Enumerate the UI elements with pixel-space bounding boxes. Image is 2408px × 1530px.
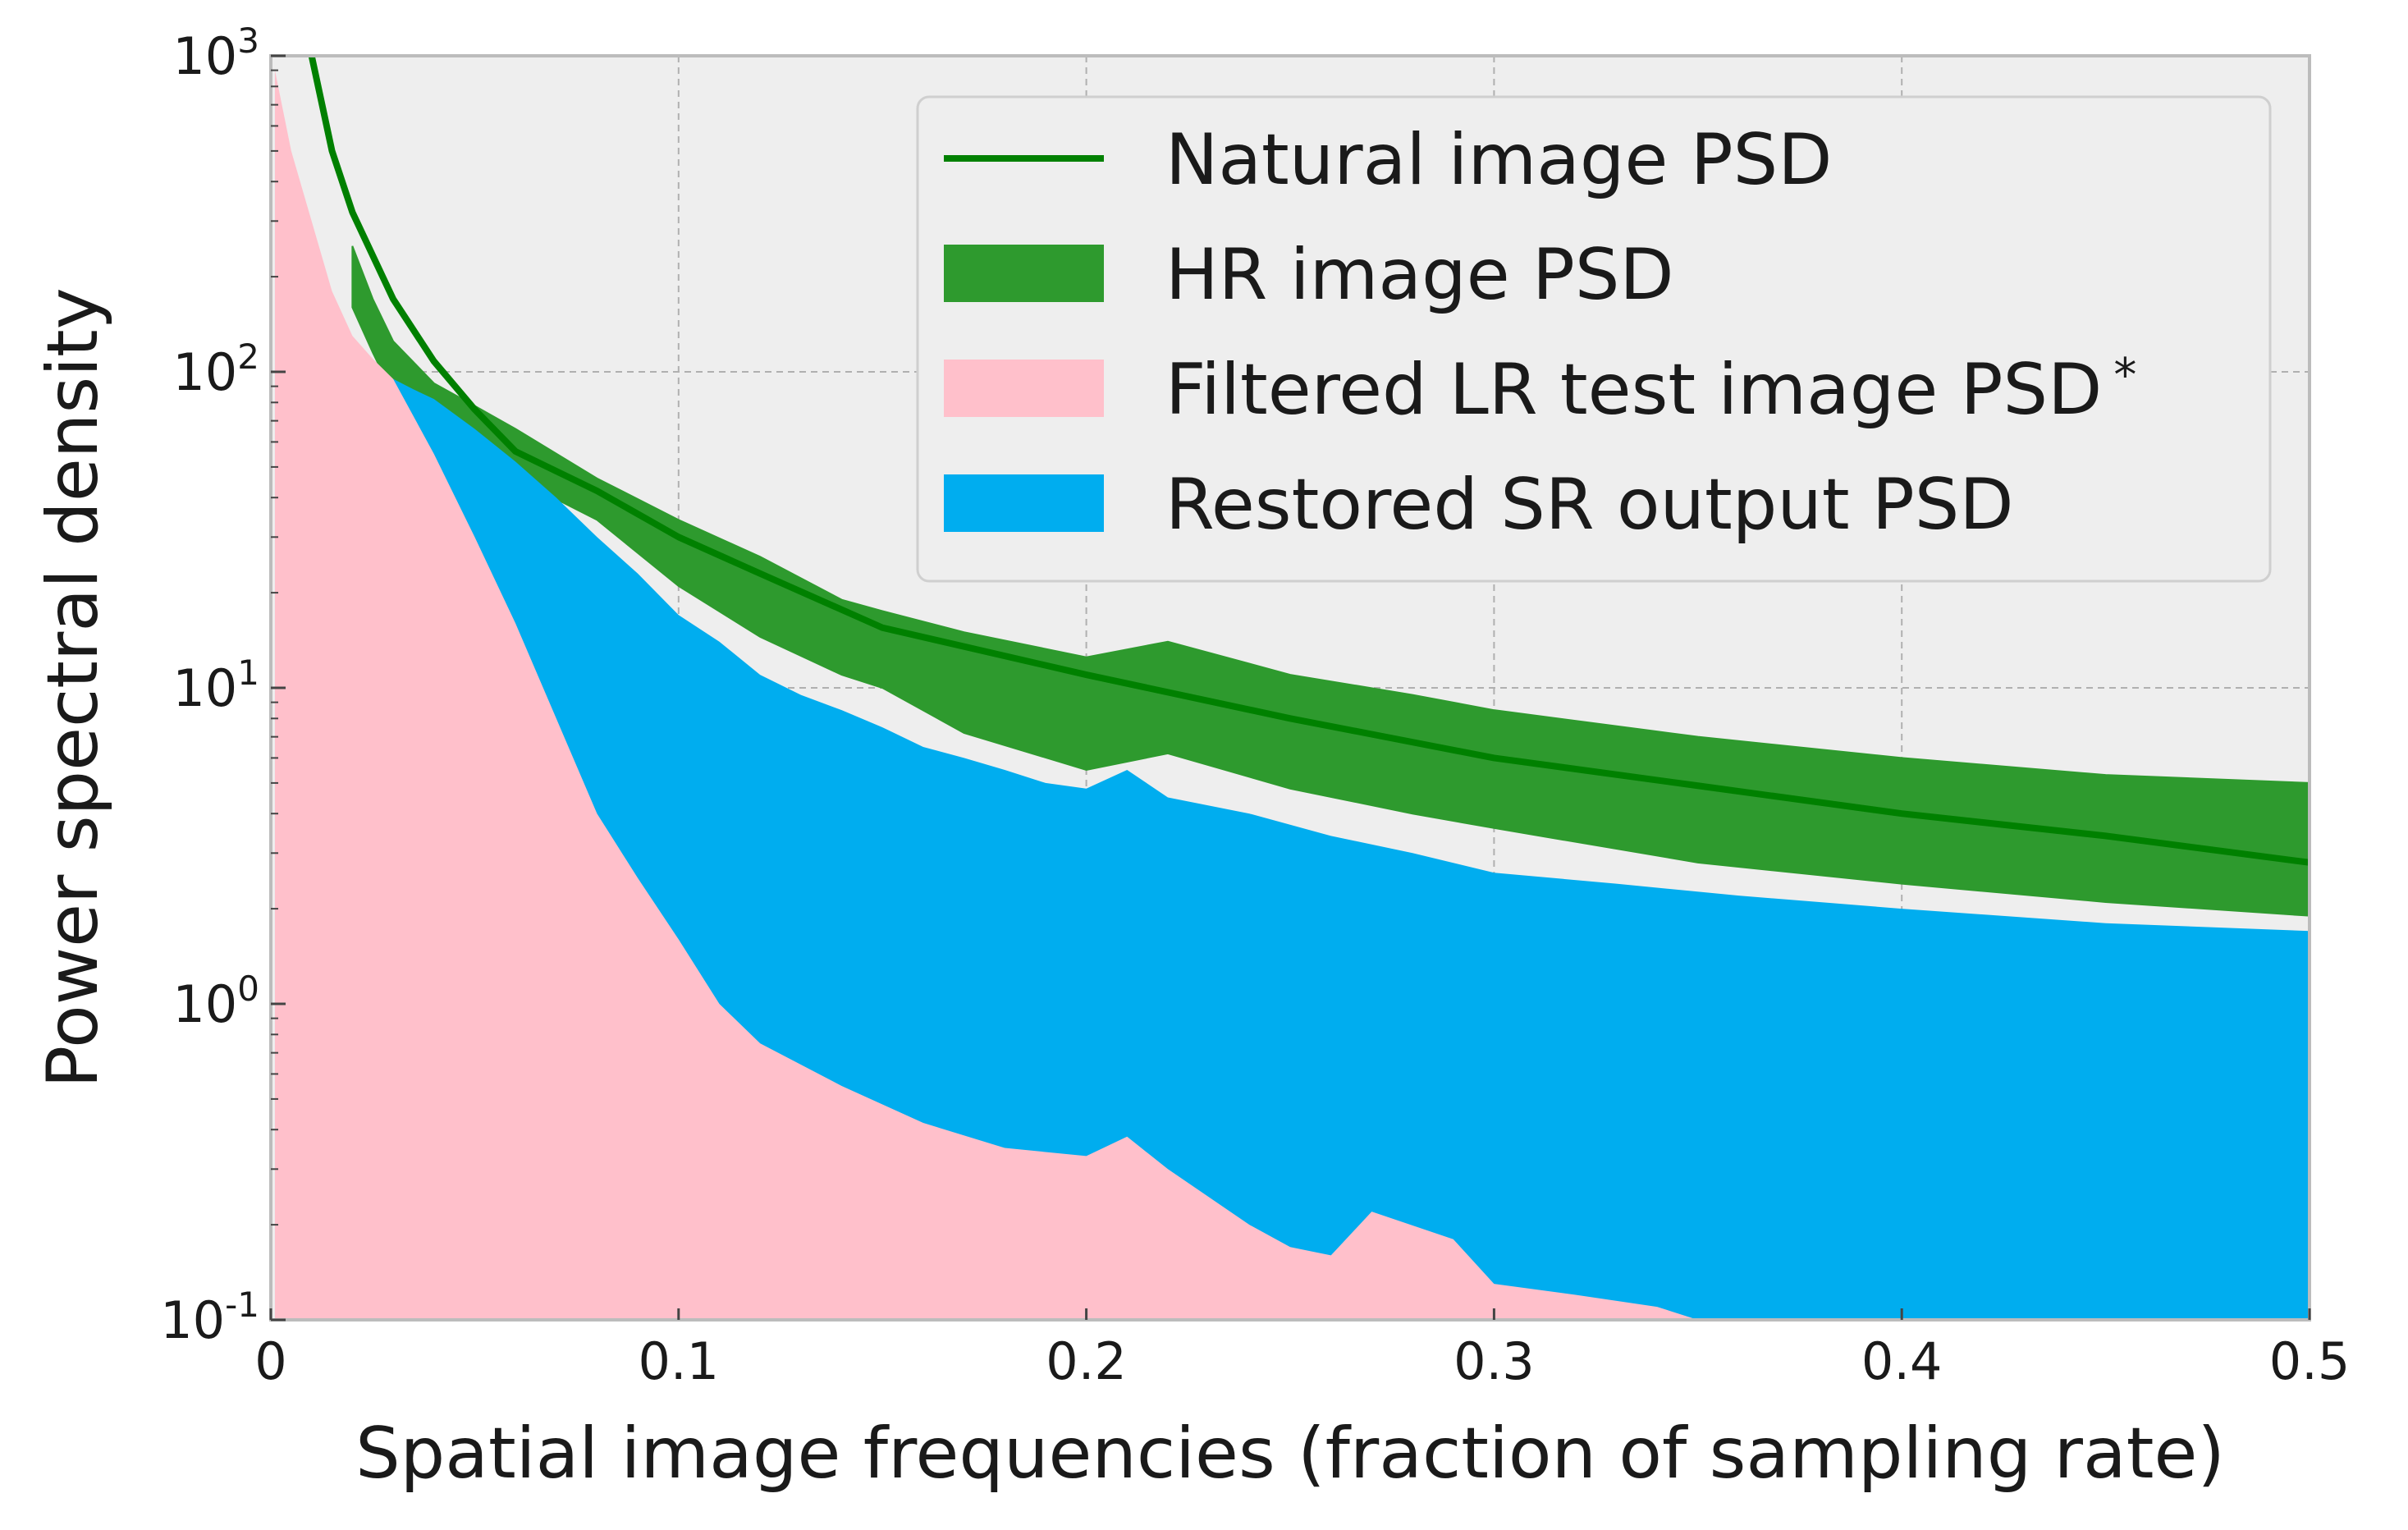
y-tick-base: 10 [172, 658, 237, 718]
y-tick-base: 10 [172, 342, 237, 402]
y-tick-base: 10 [160, 1290, 225, 1350]
y-tick-base: 10 [172, 26, 237, 86]
series-layer [274, 56, 2310, 1320]
y-tick-exp: 2 [237, 337, 259, 377]
legend-label-lr-text: Filtered LR test image PSD [1165, 349, 2102, 431]
y-tick-label: 10-1 [160, 1285, 259, 1350]
legend: Natural image PSD HR image PSD Filtered … [916, 95, 2272, 583]
series-natural-line [308, 56, 2310, 866]
y-tick-label: 103 [172, 21, 259, 86]
series-sr-area [393, 378, 2310, 1320]
y-tick-exp: 1 [237, 653, 259, 693]
x-tick-label: 0.1 [638, 1331, 719, 1391]
legend-label-hr: HR image PSD [1165, 234, 1674, 316]
x-tick-label: 0.4 [1861, 1331, 1943, 1391]
y-tick-label: 102 [172, 337, 259, 402]
legend-label-lr: Filtered LR test image PSD * [1165, 349, 2136, 431]
x-tick-label: 0.5 [2269, 1331, 2351, 1391]
x-tick-label: 0.2 [1046, 1331, 1127, 1391]
y-tick-exp: 3 [237, 21, 259, 61]
series-lr-area [274, 70, 2310, 1320]
x-tick-label: 0.3 [1453, 1331, 1535, 1391]
y-tick-label: 100 [172, 969, 259, 1034]
legend-label-lr-mark: * [2113, 349, 2136, 402]
series-hr-band [351, 245, 2310, 917]
x-axis-label: Spatial image frequencies (fraction of s… [355, 1413, 2225, 1495]
y-tick-base: 10 [172, 974, 237, 1034]
legend-swatch-lr [944, 360, 1104, 417]
y-tick-exp: 0 [237, 969, 259, 1009]
legend-label-sr: Restored SR output PSD [1165, 464, 2014, 546]
legend-swatch-sr [944, 474, 1104, 532]
legend-label-natural: Natural image PSD [1165, 119, 1832, 201]
x-tick-label: 0 [254, 1331, 286, 1391]
legend-swatch-hr [944, 245, 1104, 302]
y-tick-label: 101 [172, 653, 259, 718]
ticks [269, 54, 2311, 1322]
y-axis-label: Power spectral density [32, 287, 114, 1088]
y-tick-exp: -1 [225, 1285, 259, 1325]
legend-frame [916, 95, 2272, 583]
